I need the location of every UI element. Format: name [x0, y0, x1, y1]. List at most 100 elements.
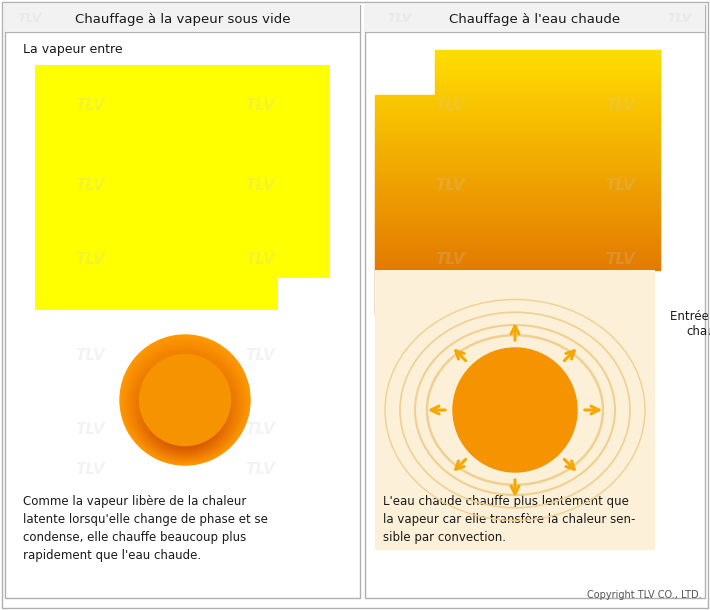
- Circle shape: [120, 335, 250, 465]
- Bar: [375, 228, 660, 229]
- Bar: [375, 141, 660, 142]
- Text: TLV: TLV: [415, 462, 445, 478]
- Circle shape: [144, 371, 226, 452]
- Bar: [435, 61, 660, 62]
- Bar: [375, 217, 660, 218]
- Bar: [435, 72, 660, 73]
- Bar: [375, 143, 660, 144]
- Circle shape: [138, 362, 231, 455]
- Circle shape: [143, 370, 226, 452]
- Text: Comme la vapeur libère de la chaleur
latente lorsqu'elle change de phase et se
c: Comme la vapeur libère de la chaleur lat…: [23, 495, 268, 562]
- Bar: [375, 107, 660, 108]
- Bar: [375, 266, 660, 267]
- Bar: [375, 156, 660, 157]
- Bar: [435, 78, 660, 79]
- Bar: [375, 149, 660, 150]
- Bar: [375, 293, 610, 294]
- Bar: [435, 77, 660, 78]
- Bar: [375, 207, 660, 208]
- Bar: [5, 5, 360, 32]
- Bar: [375, 175, 660, 176]
- Bar: [375, 279, 610, 280]
- Bar: [375, 198, 660, 199]
- Bar: [375, 210, 660, 211]
- Bar: [375, 255, 660, 256]
- Bar: [435, 50, 660, 51]
- Bar: [375, 242, 660, 243]
- Circle shape: [129, 348, 241, 460]
- Bar: [435, 60, 660, 61]
- Text: TLV: TLV: [605, 178, 635, 193]
- Circle shape: [136, 357, 234, 457]
- Bar: [375, 163, 660, 164]
- Bar: [375, 174, 660, 175]
- Bar: [435, 75, 660, 76]
- Bar: [375, 154, 660, 155]
- Bar: [375, 184, 660, 185]
- Bar: [375, 192, 660, 193]
- Bar: [375, 274, 610, 275]
- Bar: [435, 53, 660, 54]
- Bar: [375, 305, 610, 306]
- Bar: [375, 237, 660, 238]
- Bar: [375, 224, 660, 225]
- Bar: [375, 251, 660, 252]
- Circle shape: [133, 354, 237, 458]
- Bar: [375, 310, 610, 311]
- Bar: [375, 161, 660, 162]
- Bar: [375, 258, 660, 259]
- Bar: [375, 289, 610, 290]
- Bar: [375, 232, 660, 233]
- Bar: [435, 89, 660, 90]
- Bar: [375, 180, 660, 181]
- Bar: [375, 179, 660, 180]
- Bar: [375, 191, 660, 192]
- Text: TLV: TLV: [668, 12, 692, 26]
- Bar: [435, 81, 660, 82]
- Bar: [375, 300, 610, 301]
- Bar: [375, 194, 660, 195]
- Circle shape: [124, 341, 246, 463]
- Bar: [375, 260, 660, 261]
- Bar: [375, 301, 610, 302]
- Bar: [375, 277, 610, 278]
- Bar: [375, 263, 660, 264]
- Circle shape: [132, 353, 238, 459]
- Bar: [375, 262, 660, 263]
- Bar: [375, 170, 660, 171]
- Bar: [375, 96, 660, 97]
- Bar: [375, 215, 660, 216]
- Text: TLV: TLV: [75, 348, 105, 362]
- Bar: [375, 122, 660, 123]
- Bar: [375, 171, 660, 172]
- Text: TLV: TLV: [245, 253, 275, 268]
- Bar: [375, 125, 660, 126]
- Bar: [375, 131, 660, 132]
- Bar: [375, 169, 660, 170]
- Text: Chauffage à la vapeur sous vide: Chauffage à la vapeur sous vide: [75, 12, 290, 26]
- Bar: [375, 137, 660, 138]
- Bar: [375, 187, 660, 188]
- Circle shape: [141, 366, 229, 454]
- Bar: [435, 63, 660, 64]
- Bar: [435, 71, 660, 72]
- Bar: [375, 203, 660, 204]
- Bar: [435, 62, 660, 63]
- Bar: [375, 227, 660, 228]
- Bar: [435, 80, 660, 81]
- Circle shape: [142, 367, 228, 453]
- Bar: [435, 92, 660, 93]
- Text: TLV: TLV: [585, 423, 615, 437]
- Bar: [435, 69, 660, 70]
- Bar: [375, 134, 660, 135]
- Bar: [375, 128, 660, 129]
- Bar: [375, 254, 660, 255]
- Circle shape: [138, 361, 232, 456]
- Circle shape: [121, 337, 248, 464]
- Bar: [365, 5, 705, 598]
- Bar: [375, 97, 660, 98]
- Bar: [435, 79, 660, 80]
- Bar: [375, 168, 660, 169]
- Bar: [375, 246, 660, 247]
- Bar: [5, 5, 360, 598]
